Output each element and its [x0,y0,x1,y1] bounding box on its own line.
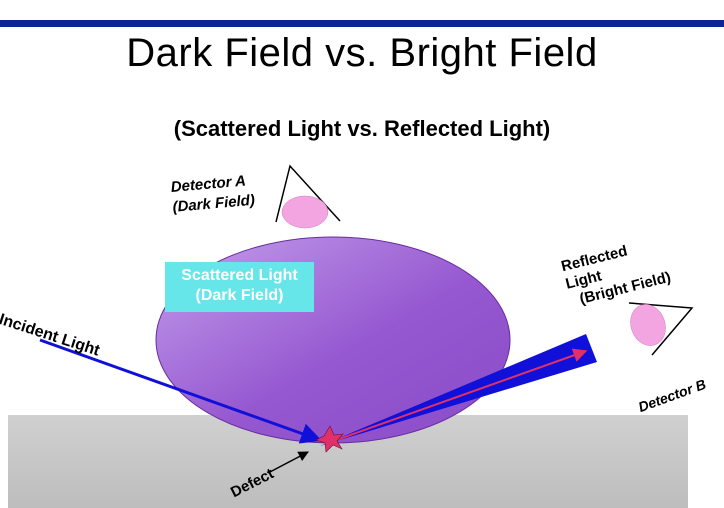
scattered-light-sublabel: (Dark Field) [195,287,284,304]
reflected-beam [320,334,597,446]
scattered-light-label-box: Scattered Light (Dark Field) [165,262,314,312]
defect-star [315,425,344,453]
scattered-light-label: Scattered Light [181,267,298,284]
detector-a-label: Detector A (Dark Field) [170,171,256,218]
slide-subtitle: (Scattered Light vs. Reflected Light) [173,116,551,141]
incident-ray [39,338,322,444]
reflected-ray [327,348,588,444]
detector-a-icon [275,164,341,229]
top-accent-line [0,20,724,27]
defect-arrow [267,451,309,474]
top-bar [0,0,724,27]
detector-b-icon [628,302,694,356]
slide-title: Dark Field vs. Bright Field [126,31,598,75]
